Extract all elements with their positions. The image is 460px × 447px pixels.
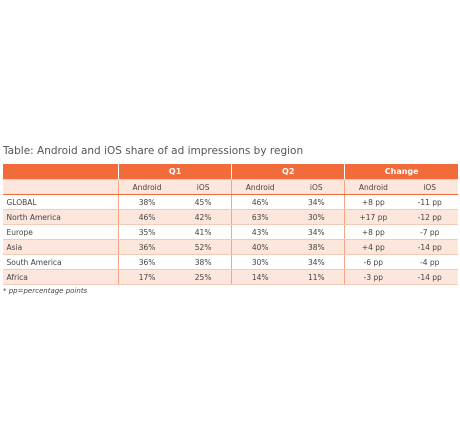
value-cell: 52% [175,239,232,255]
sub-header: iOS [175,179,232,195]
region-cell: North America [2,209,119,225]
region-cell: Africa [2,269,119,285]
value-cell: 34% [288,254,345,270]
value-cell: 17% [118,269,176,285]
value-cell: -12 pp [401,209,458,225]
region-cell: South America [2,254,119,270]
value-cell: 35% [118,224,176,240]
value-cell: -11 pp [401,194,458,210]
value-cell: 45% [175,194,232,210]
value-cell: -7 pp [401,224,458,240]
corner-cell [2,164,119,180]
value-cell: 63% [231,209,289,225]
value-cell: -6 pp [344,254,402,270]
table-row: Europe 35% 41% 43% 34% +8 pp -7 pp [2,224,458,240]
value-cell: +8 pp [344,224,402,240]
region-cell: Europe [2,224,119,240]
value-cell: 30% [288,209,345,225]
value-cell: 38% [118,194,176,210]
sub-header: Android [344,179,402,195]
table-row: Africa 17% 25% 14% 11% -3 pp -14 pp [2,269,458,285]
value-cell: -3 pp [344,269,402,285]
value-cell: 34% [288,224,345,240]
value-cell: 30% [231,254,289,270]
sub-header: iOS [288,179,345,195]
value-cell: +8 pp [344,194,402,210]
value-cell: -4 pp [401,254,458,270]
region-cell: GLOBAL [2,194,119,210]
sub-header: iOS [401,179,458,195]
group-header: Q1 [117,164,232,180]
footnote: * pp=percentage points [3,287,88,295]
sub-header-row: Android iOS Android iOS Android iOS [2,179,458,195]
sub-header: Android [231,179,289,195]
group-header-row: Q1 Q2 Change [2,164,458,180]
value-cell: 36% [118,239,176,255]
value-cell: 40% [231,239,289,255]
sub-header: Android [118,179,176,195]
value-cell: 43% [231,224,289,240]
value-cell: 34% [288,194,345,210]
value-cell: 42% [175,209,232,225]
value-cell: 41% [175,224,232,240]
data-table: Q1 Q2 Change Android iOS Android iOS Android iOS… [2,164,458,285]
value-cell: 11% [288,269,345,285]
group-header: Change [344,164,458,180]
value-cell: 38% [175,254,232,270]
table-row: GLOBAL 38% 45% 46% 34% +8 pp -11 pp [2,194,458,210]
value-cell: 25% [175,269,232,285]
value-cell: -14 pp [401,269,458,285]
table-row: North America 46% 42% 63% 30% +17 pp -12 pp [2,209,458,225]
value-cell: -14 pp [401,239,458,255]
value-cell: 36% [118,254,176,270]
region-cell: Asia [2,239,119,255]
table-row: South America 36% 38% 30% 34% -6 pp -4 pp [2,254,458,270]
table-title: Table: Android and iOS share of ad impre… [3,145,304,157]
corner-cell [2,179,119,195]
table-row: Asia 36% 52% 40% 38% +4 pp -14 pp [2,239,458,255]
value-cell: 46% [231,194,289,210]
value-cell: 38% [288,239,345,255]
value-cell: 14% [231,269,289,285]
group-header: Q2 [231,164,345,180]
value-cell: 46% [118,209,176,225]
value-cell: +4 pp [344,239,402,255]
value-cell: +17 pp [344,209,402,225]
